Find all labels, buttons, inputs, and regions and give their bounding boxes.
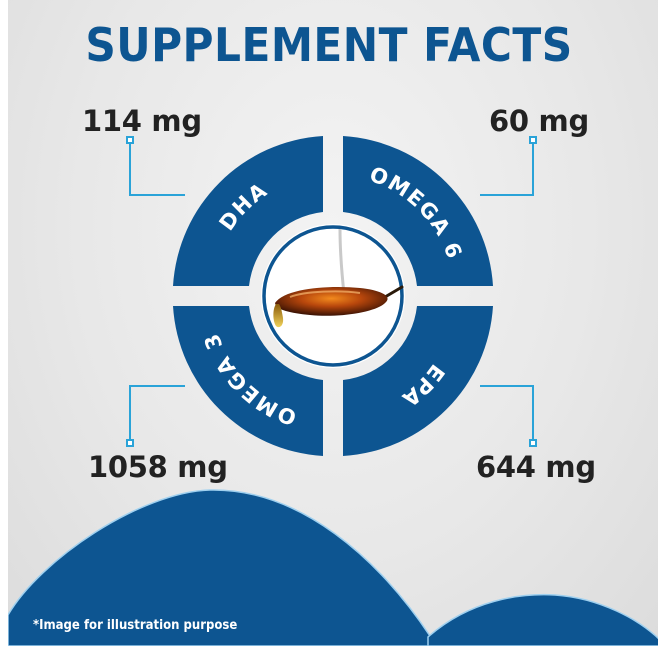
wave-left <box>8 489 431 646</box>
center-image <box>261 224 405 368</box>
value-omega3: 1058 mg <box>88 450 228 484</box>
footnote: *Image for illustration purpose <box>33 618 238 633</box>
segment-omega6 <box>343 136 493 286</box>
segment-epa <box>343 306 493 456</box>
segment-omega3 <box>173 306 323 456</box>
oil-drip <box>273 304 284 328</box>
infographic-canvas: SUPPLEMENT FACTS <box>8 0 658 646</box>
page-title: SUPPLEMENT FACTS <box>85 18 573 72</box>
connector-omega6 <box>480 136 537 196</box>
value-epa: 644 mg <box>476 450 596 484</box>
value-omega6: 60 mg <box>489 104 589 138</box>
segment-dha <box>173 136 323 286</box>
connector-epa <box>480 385 537 447</box>
supplement-wheel: DHA OMEGA 6 EPA OMEGA 3 <box>8 136 658 646</box>
connector-omega3 <box>126 385 185 447</box>
connector-dha <box>126 136 185 196</box>
spoon-handle <box>383 285 404 299</box>
wave-right <box>427 593 658 646</box>
value-dha: 114 mg <box>82 104 202 138</box>
